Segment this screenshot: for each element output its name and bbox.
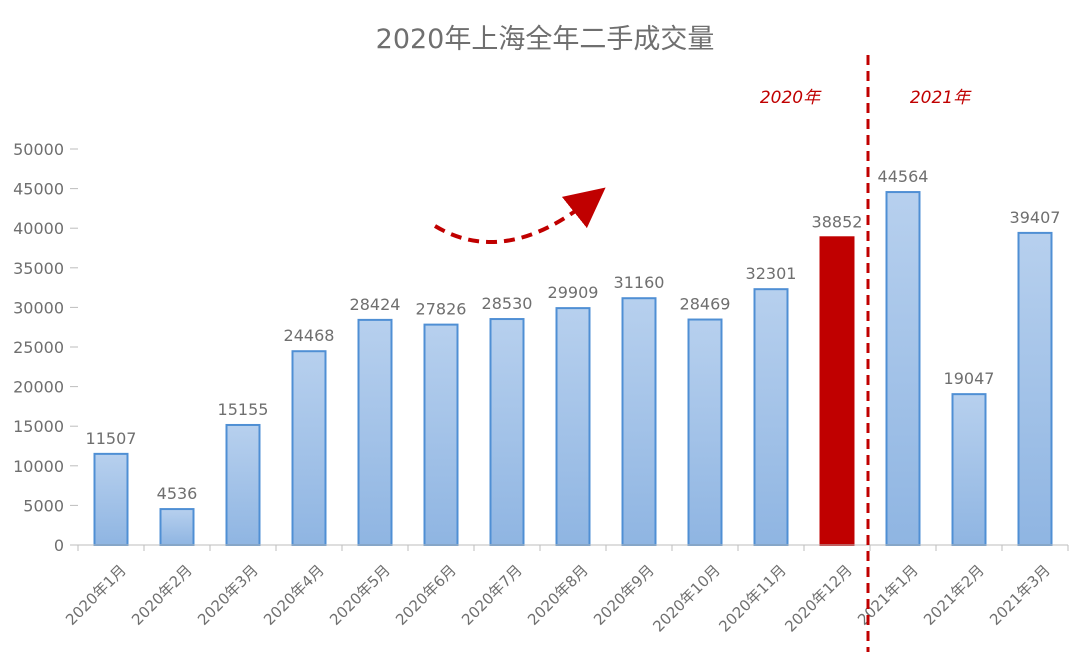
x-tick-label: 2020年2月 [128,561,196,629]
x-tick-label: 2020年5月 [326,561,394,629]
bar [885,191,921,546]
x-tick-label: 2021年3月 [986,561,1054,629]
x-tick-label: 2021年1月 [854,561,922,629]
bar [1017,231,1053,547]
value-labels: 11507 4536 15155 24468 28424 27826 28530 29909 3… [86,167,1061,503]
x-tick-label: 2020年10月 [649,561,723,635]
bar-value-label: 28530 [482,294,533,313]
x-tick-label: 2020年6月 [392,561,460,629]
bar-value-label: 44564 [878,167,929,186]
bar-value-label: 29909 [548,283,599,302]
bar [489,318,525,546]
bar-value-label: 28469 [680,295,731,314]
bar-value-label: 31160 [614,273,665,292]
bar [159,508,195,547]
x-tick-label: 2020年3月 [194,561,262,629]
bar [291,350,327,546]
bar-value-label: 38852 [812,212,863,231]
bar-series [93,191,1053,547]
bar-value-label: 28424 [350,295,401,314]
bar-value-label: 19047 [944,369,995,388]
x-tick-label: 2020年7月 [458,561,526,629]
y-tick-label: 25000 [13,338,64,357]
y-tick-label: 0 [54,536,64,555]
x-tick-label: 2020年9月 [590,561,658,629]
bar [555,307,591,546]
bar [621,297,657,546]
chart-title: 2020年上海全年二手成交量 [376,24,715,55]
period-label-2020: 2020年 [760,88,822,108]
bar-highlighted [819,236,855,547]
x-tick-label: 2020年11月 [715,561,789,635]
y-tick-label: 35000 [13,259,64,278]
x-tick-label: 2020年1月 [62,561,130,629]
y-tick-label: 10000 [13,457,64,476]
bar-value-label: 11507 [86,429,137,448]
bar [951,393,987,546]
y-tick-label: 45000 [13,180,64,199]
x-tick-label: 2020年4月 [260,561,328,629]
y-tick-label: 50000 [13,140,64,159]
bar-value-label: 4536 [157,484,198,503]
bar [225,423,261,547]
bar [93,452,129,546]
x-tick-label: 2020年12月 [781,561,855,635]
bar [753,288,789,546]
bar-value-label: 39407 [1010,208,1061,227]
bar-value-label: 15155 [218,400,269,419]
y-tick-label: 20000 [13,378,64,397]
y-tick-label: 15000 [13,417,64,436]
bar [423,323,459,546]
bar-value-label: 27826 [416,300,467,319]
bar-value-label: 32301 [746,264,797,283]
x-tick-label: 2020年8月 [524,561,592,629]
y-tick-label: 40000 [13,219,64,238]
period-label-2021: 2021年 [910,88,972,108]
y-axis: 0 5000 10000 15000 20000 25000 30000 35000 40000… [13,140,78,555]
bar-value-label: 24468 [284,326,335,345]
bar [687,318,723,546]
trend-arrow-icon [433,187,606,244]
y-tick-label: 5000 [23,496,64,515]
y-tick-label: 30000 [13,298,64,317]
bar [357,318,393,546]
x-axis: 2020年1月2020年2月2020年3月2020年4月2020年5月2020年… [62,544,1069,636]
x-tick-label: 2021年2月 [920,561,988,629]
